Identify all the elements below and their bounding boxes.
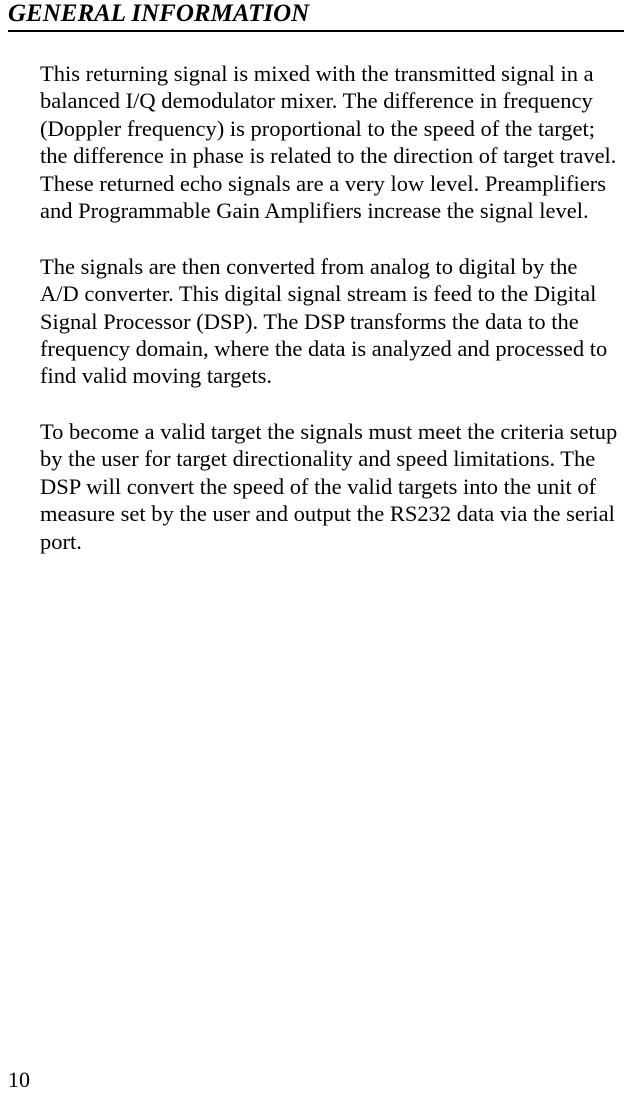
- paragraph-1: This returning signal is mixed with the …: [40, 60, 618, 225]
- document-page: GENERAL INFORMATION This returning signa…: [0, 0, 638, 1113]
- page-number: 10: [8, 1067, 30, 1093]
- paragraph-2: The signals are then converted from anal…: [40, 253, 618, 390]
- body-content: This returning signal is mixed with the …: [0, 32, 638, 555]
- paragraph-3: To become a valid target the signals mus…: [40, 418, 618, 555]
- header-underline: GENERAL INFORMATION: [8, 0, 624, 32]
- section-header: GENERAL INFORMATION: [8, 0, 309, 28]
